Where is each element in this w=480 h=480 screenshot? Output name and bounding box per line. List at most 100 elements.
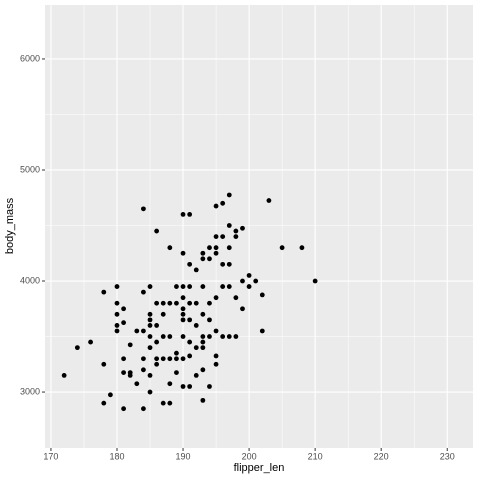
point [226, 192, 232, 198]
x-tick-label: 180 [109, 451, 124, 461]
point [167, 400, 173, 406]
point [193, 372, 199, 378]
point [233, 295, 239, 301]
point [213, 353, 219, 359]
x-tick-label: 210 [308, 451, 323, 461]
point [174, 356, 179, 362]
point [220, 284, 226, 289]
point [180, 334, 186, 339]
point [220, 334, 226, 339]
point [200, 367, 206, 373]
point [141, 406, 146, 412]
point [180, 211, 186, 217]
point [253, 278, 259, 284]
point [107, 392, 113, 398]
point [127, 372, 133, 378]
x-tick-label: 230 [440, 451, 455, 461]
point [147, 345, 153, 351]
point [233, 334, 239, 339]
point [147, 389, 153, 395]
point [207, 245, 212, 251]
point [154, 339, 160, 345]
y-tick-label: 3000 [20, 386, 40, 396]
point [226, 334, 232, 339]
point [246, 284, 252, 289]
point [134, 328, 140, 334]
point [167, 300, 173, 306]
x-tick-label: 190 [176, 451, 191, 461]
point [193, 345, 199, 351]
point [154, 300, 160, 306]
point [220, 261, 226, 267]
point [154, 228, 160, 234]
point [180, 317, 186, 323]
point [187, 353, 193, 359]
point [88, 339, 93, 345]
point [141, 289, 146, 295]
point [193, 267, 199, 273]
point [200, 345, 206, 351]
point [240, 306, 245, 312]
point [147, 334, 153, 339]
point [141, 367, 146, 373]
x-tick-label: 170 [43, 451, 58, 461]
point [180, 250, 186, 256]
point [213, 203, 219, 209]
point [200, 284, 206, 289]
point [160, 400, 166, 406]
point [259, 292, 265, 298]
point [141, 328, 146, 334]
point [174, 284, 179, 289]
point [134, 381, 140, 387]
point [180, 306, 186, 312]
point [114, 328, 120, 334]
point [213, 295, 219, 301]
point [160, 300, 166, 306]
point [240, 225, 245, 231]
point [101, 289, 107, 295]
point [193, 300, 199, 306]
point [266, 198, 272, 203]
point [114, 284, 120, 289]
point [147, 317, 153, 323]
point [167, 334, 173, 339]
point [180, 311, 186, 317]
point [167, 245, 173, 251]
x-tick-label: 220 [374, 451, 389, 461]
point [226, 261, 232, 267]
point [61, 372, 67, 378]
point [147, 284, 153, 289]
point [167, 381, 173, 387]
point [147, 323, 153, 328]
point [213, 361, 219, 367]
point [160, 311, 166, 317]
point [200, 397, 206, 403]
point [180, 356, 186, 362]
panel [45, 5, 473, 448]
point [114, 300, 120, 306]
point [200, 339, 206, 345]
point [174, 370, 179, 376]
point [187, 261, 193, 267]
point [187, 339, 193, 345]
x-axis-title: flipper_len [234, 462, 285, 474]
point [127, 342, 133, 348]
point [147, 372, 153, 378]
point [226, 284, 232, 289]
point [279, 245, 285, 251]
point [121, 356, 126, 362]
point [240, 278, 245, 284]
point [160, 334, 166, 339]
point [220, 200, 226, 206]
point [114, 323, 120, 328]
point [213, 250, 219, 256]
point [193, 323, 199, 328]
point [74, 345, 80, 351]
point [121, 370, 126, 376]
point [200, 250, 206, 256]
point [154, 323, 160, 328]
point [233, 228, 239, 234]
point [101, 361, 107, 367]
point [207, 300, 212, 306]
